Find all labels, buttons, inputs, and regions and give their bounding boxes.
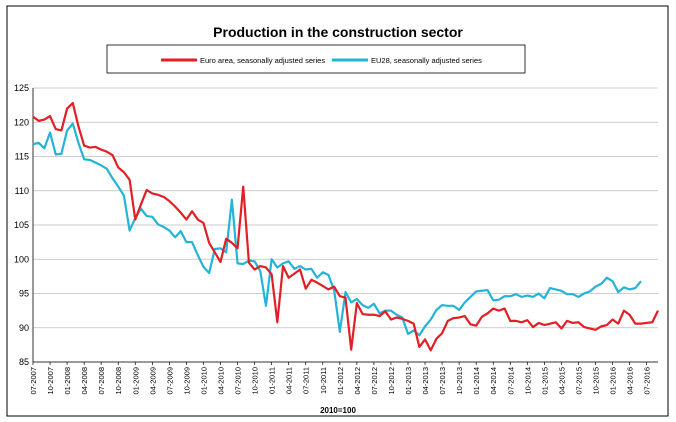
x-tick-label: 04-2008: [80, 367, 89, 395]
x-tick-label: 10-2012: [387, 367, 396, 395]
legend-label-euro-area: Euro area, seasonally adjusted series: [200, 56, 325, 65]
x-tick-label: 10-2011: [319, 367, 328, 394]
x-tick-label: 07-2010: [234, 367, 243, 395]
x-tick-label: 07-2007: [29, 367, 38, 395]
x-tick-label: 10-2009: [182, 367, 191, 395]
x-tick-label: 10-2007: [46, 367, 55, 395]
y-tick-label: 115: [15, 152, 29, 162]
y-tick-label: 110: [15, 186, 29, 196]
x-tick-label: 07-2015: [574, 367, 583, 395]
y-tick-label: 85: [19, 357, 29, 367]
x-tick-label: 04-2013: [421, 367, 430, 395]
y-tick-label: 125: [14, 83, 29, 93]
y-tick-label: 105: [14, 220, 29, 230]
x-tick-label: 10-2014: [523, 367, 532, 395]
y-tick-label: 100: [14, 254, 29, 264]
x-tick-label: 07-2009: [165, 367, 174, 395]
x-tick-label: 01-2009: [131, 367, 140, 395]
x-tick-label: 01-2015: [540, 367, 549, 395]
x-tick-label: 01-2014: [472, 367, 481, 395]
y-tick-label: 120: [14, 117, 29, 127]
x-tick-label: 07-2014: [506, 367, 515, 395]
x-tick-label: 07-2012: [370, 367, 379, 395]
x-tick-label: 04-2016: [626, 367, 635, 395]
x-tick-label: 07-2008: [97, 367, 106, 395]
x-tick-label: 07-2011: [302, 367, 311, 394]
outer-frame: [6, 5, 669, 417]
x-tick-label: 04-2011: [285, 367, 294, 394]
x-tick-label: 04-2012: [353, 367, 362, 395]
x-tick-label: 10-2010: [251, 367, 260, 395]
x-tick-label: 01-2008: [63, 367, 72, 395]
legend-label-eu28: EU28, seasonally adjusted series: [371, 56, 482, 65]
x-tick-label: 01-2010: [199, 367, 208, 395]
series-line-eu28: [32, 122, 642, 337]
x-tick-label: 10-2008: [114, 367, 123, 395]
x-tick-label: 01-2011: [268, 367, 277, 394]
x-tick-label: 04-2015: [557, 367, 566, 395]
x-tick-label: 01-2016: [609, 367, 618, 395]
x-tick-label: 10-2013: [455, 367, 464, 395]
x-tick-label: 04-2009: [148, 367, 157, 395]
x-tick-label: 01-2013: [404, 367, 413, 395]
x-axis-title: 2010=100: [320, 406, 356, 415]
x-axis: 07-2007 10-2007 01-2008 04-2008 07-2008 10-20…: [29, 361, 658, 395]
chart-title: Production in the construction sector: [213, 24, 463, 40]
y-tick-label: 95: [19, 289, 29, 299]
x-tick-label: 01-2012: [336, 367, 345, 395]
x-tick-label: 07-2016: [643, 367, 652, 395]
series-layer: [32, 101, 659, 352]
series-line-euro-area: [32, 101, 659, 352]
x-tick-label: 10-2015: [592, 367, 601, 395]
x-tick-label: 04-2010: [217, 367, 226, 395]
x-tick-label: 07-2013: [438, 367, 447, 395]
x-tick-label: 04-2014: [489, 367, 498, 395]
y-tick-label: 90: [19, 323, 29, 333]
